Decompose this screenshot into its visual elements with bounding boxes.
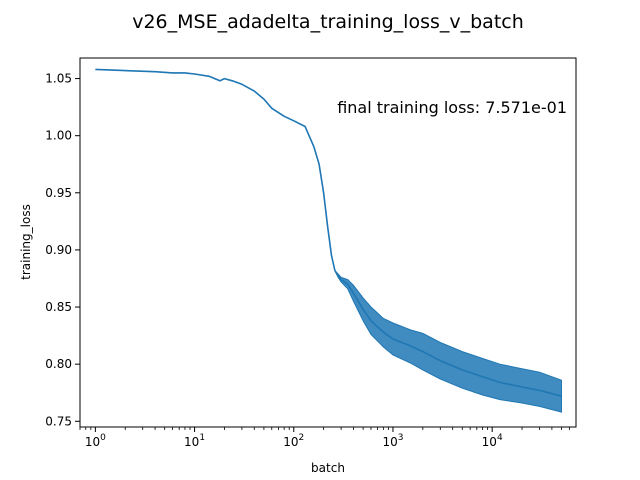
chart-title: v26_MSE_adadelta_training_loss_v_batch — [132, 11, 524, 33]
final-loss-annotation: final training loss: 7.571e-01 — [337, 98, 567, 117]
y-tick-label: 0.75 — [45, 414, 72, 428]
y-tick-label: 0.95 — [45, 186, 72, 200]
plot-frame — [79, 57, 577, 428]
y-axis-label: training_loss — [19, 204, 33, 280]
y-tick-label: 0.85 — [45, 300, 72, 314]
y-axis: 0.75 0.80 0.85 0.90 0.95 1.00 1.05 — [45, 72, 80, 428]
training-loss-line — [95, 68, 562, 397]
y-tick-label: 0.90 — [45, 243, 72, 257]
y-tick-label: 1.05 — [45, 72, 72, 86]
y-tick-label: 0.80 — [45, 357, 72, 371]
data-layer — [95, 68, 562, 413]
y-tick-label: 1.00 — [45, 129, 72, 143]
x-axis-label: batch — [311, 461, 345, 475]
plot-area — [79, 57, 577, 428]
